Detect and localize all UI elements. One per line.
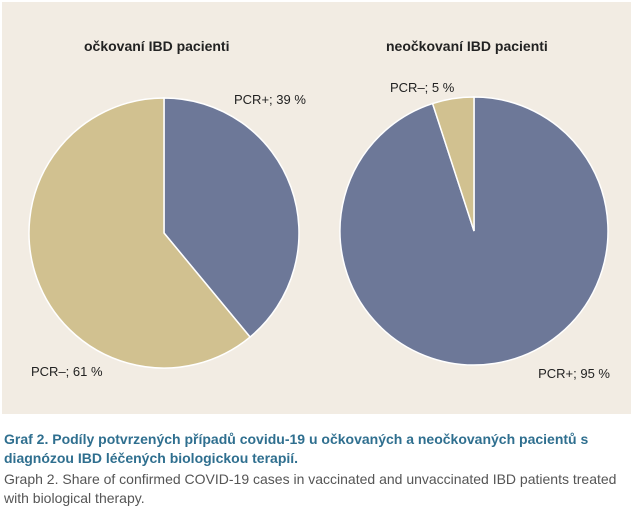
slice-label-pcr-positive: PCR+; 95 % [538,366,610,381]
pie-chart-unvaccinated: PCR+; 95 % PCR–; 5 % [339,80,610,381]
pie-title-vaccinated: očkovaní IBD pacienti [84,38,230,54]
pie-title-unvaccinated: neočkovaní IBD pacienti [386,38,548,54]
pie-charts: PCR+; 39 % PCR–; 61 % PCR+; 95 % PCR–; 5 % [28,80,610,381]
slice-label-pcr-negative: PCR–; 61 % [31,364,103,379]
slice-label-pcr-negative: PCR–; 5 % [390,80,455,95]
pie-chart-vaccinated: PCR+; 39 % PCR–; 61 % [28,92,306,379]
figure-caption: Graf 2. Podíly potvrzených případů covid… [4,430,632,508]
caption-english: Graph 2. Share of confirmed COVID-19 cas… [4,471,617,506]
pie-slice-pcr-negative [431,96,475,232]
pie-slice-pcr-positive [163,97,300,339]
pie-slice-pcr-negative [28,97,252,369]
caption-czech: Graf 2. Podíly potvrzených případů covid… [4,431,589,466]
slice-label-pcr-positive: PCR+; 39 % [234,92,306,107]
